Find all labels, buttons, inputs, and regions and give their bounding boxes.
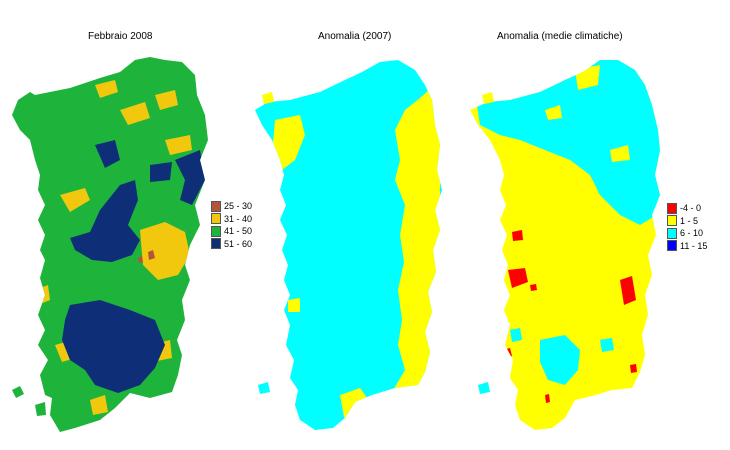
legend-label: 41 - 50 xyxy=(224,226,253,237)
legend-february-2008: 25 - 30 31 - 40 41 - 50 51 - 60 xyxy=(211,200,252,250)
panel-title-anomaly-2007: Anomalia (2007) xyxy=(318,31,392,42)
legend-swatch xyxy=(211,200,221,212)
legend-item: 1 - 5 xyxy=(667,215,707,228)
legend-swatch xyxy=(667,227,677,239)
panel-title-anomaly-climate-means: Anomalia (medie climatiche) xyxy=(497,31,623,42)
legend-label: 51 - 60 xyxy=(224,238,253,249)
legend-label: 31 - 40 xyxy=(224,213,253,224)
legend-item: 31 - 40 xyxy=(211,213,252,226)
legend-item: 6 - 10 xyxy=(667,227,707,240)
panel-title-february-2008: Febbraio 2008 xyxy=(88,31,153,42)
legend-label: 1 - 5 xyxy=(680,215,699,226)
legend-item: 11 - 15 xyxy=(667,240,707,253)
legend-swatch xyxy=(211,238,221,250)
legend-item: 25 - 30 xyxy=(211,200,252,213)
legend-item: 51 - 60 xyxy=(211,238,252,251)
legend-anomaly-climate-means: -4 - 0 1 - 5 6 - 10 11 - 15 xyxy=(667,202,707,252)
legend-label: 6 - 10 xyxy=(680,228,704,239)
legend-swatch xyxy=(667,215,677,227)
legend-swatch xyxy=(211,213,221,225)
legend-label: 25 - 30 xyxy=(224,201,253,212)
map-anomaly-2007 xyxy=(255,60,442,430)
map-february-2008 xyxy=(12,57,208,432)
legend-label: 11 - 15 xyxy=(680,240,708,251)
legend-item: 41 - 50 xyxy=(211,225,252,238)
legend-swatch xyxy=(667,202,677,214)
legend-label: -4 - 0 xyxy=(680,203,702,214)
legend-swatch xyxy=(211,225,221,237)
legend-item: -4 - 0 xyxy=(667,202,707,215)
map-anomaly-climate-means xyxy=(470,60,660,430)
legend-swatch xyxy=(667,240,677,252)
